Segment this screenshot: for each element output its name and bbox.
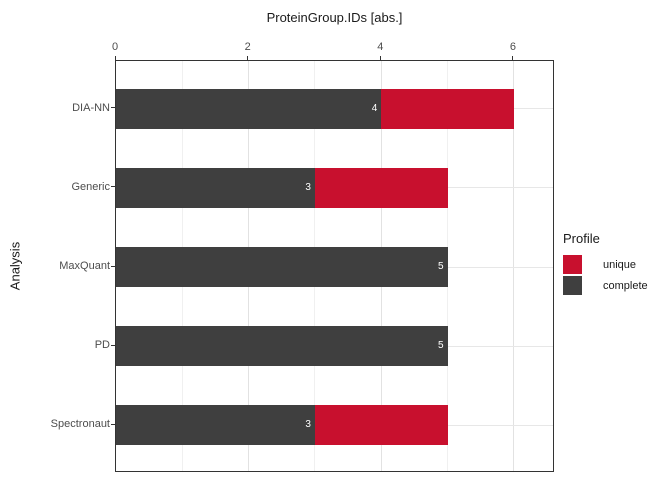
x-gridline <box>513 61 515 471</box>
bar-segment-complete <box>116 167 315 208</box>
bar-segment-unique <box>381 88 514 129</box>
bar-segment-complete <box>116 326 448 367</box>
x-tick-mark <box>114 56 116 60</box>
legend-key-complete <box>563 276 582 295</box>
x-tick-label: 2 <box>244 41 251 53</box>
y-tick-label: Generic <box>71 180 110 193</box>
bar-value-label: 5 <box>438 340 444 352</box>
bar-segment-complete <box>116 405 315 446</box>
legend-item-label: unique <box>603 258 637 271</box>
x-tick-mark <box>247 56 249 60</box>
bar-segment-unique <box>314 405 448 446</box>
y-tick-mark <box>111 265 115 267</box>
y-tick-label: PD <box>94 339 110 352</box>
bar-value-label: 5 <box>438 261 444 272</box>
legend-item-complete: complete <box>563 276 648 295</box>
y-tick-mark <box>111 107 115 109</box>
legend-key-unique <box>563 255 582 274</box>
x-tick-label: 6 <box>509 41 516 53</box>
x-tick-label: 0 <box>111 41 119 53</box>
x-tick-mark <box>512 56 514 60</box>
x-tick-label: 4 <box>377 41 384 53</box>
bar-value-label: 3 <box>305 181 311 193</box>
chart-title: ProteinGroup.IDs [abs.] <box>266 10 403 25</box>
legend-title: Profile <box>563 231 600 246</box>
legend-items: unique complete <box>563 255 648 295</box>
bar-segment-complete <box>116 247 448 287</box>
y-tick-label: Spectronaut <box>50 418 110 431</box>
plot-panel: 4 3 5 5 3 <box>115 60 554 472</box>
y-tick-mark <box>111 344 115 346</box>
bar-segment-unique <box>314 167 448 208</box>
bar-segment-complete <box>116 88 382 129</box>
y-tick-mark <box>111 186 115 188</box>
bar-value-label: 3 <box>305 419 311 431</box>
legend-item-unique: unique <box>563 255 648 274</box>
legend: Profile unique complete <box>563 231 648 297</box>
y-tick-label: DIA-NN <box>72 101 110 114</box>
y-tick-label: MaxQuant <box>59 260 110 272</box>
legend-item-label: complete <box>603 279 648 292</box>
x-gridline <box>447 61 449 471</box>
y-tick-mark <box>111 423 115 425</box>
bar-value-label: 4 <box>371 102 378 114</box>
x-tick-mark <box>379 56 381 60</box>
